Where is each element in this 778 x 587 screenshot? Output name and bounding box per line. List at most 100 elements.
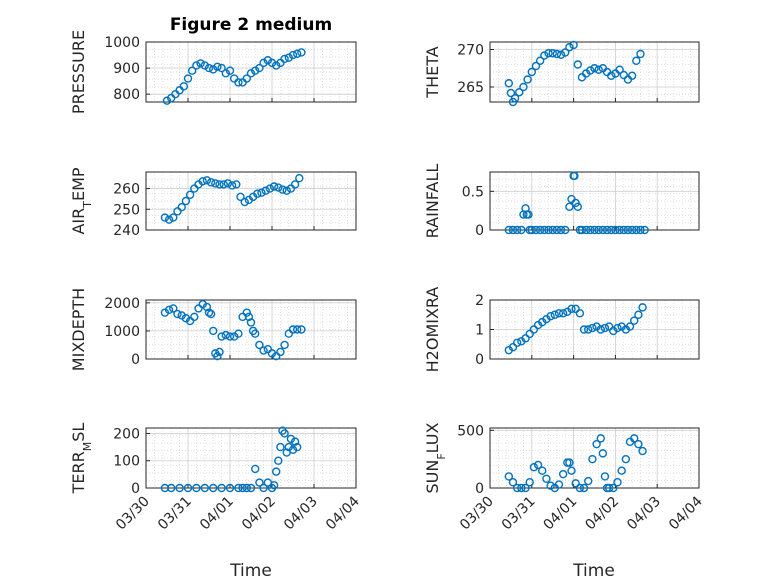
data-point	[527, 67, 536, 77]
data-point	[623, 225, 633, 235]
data-point	[546, 481, 555, 490]
data-point	[204, 63, 214, 73]
y-tick-label: 500	[457, 423, 484, 439]
data-point	[504, 79, 514, 88]
data-point	[512, 338, 522, 347]
data-point	[594, 65, 603, 74]
data-point	[556, 50, 566, 59]
data-point	[570, 171, 579, 181]
data-point	[632, 56, 641, 65]
data-point	[554, 480, 564, 489]
data-point	[255, 63, 264, 73]
data-point	[255, 478, 264, 487]
panel-rainfall: 0 0.5 RAINFALL	[423, 164, 700, 239]
data-point	[561, 225, 570, 235]
data-point	[550, 310, 559, 319]
y-axis-label: AIRTEMP	[69, 167, 94, 234]
data-point	[590, 64, 599, 73]
data-point	[561, 48, 570, 57]
data-point	[613, 323, 622, 333]
data-point	[525, 329, 534, 339]
data-point	[542, 474, 551, 483]
x-tick-label: 03/31	[499, 494, 539, 534]
data-point	[192, 61, 201, 70]
y-tick-label: 0	[131, 352, 140, 368]
data-point	[215, 180, 224, 189]
x-tick-label: 04/04	[323, 493, 363, 533]
data-point	[200, 61, 210, 70]
data-point	[519, 82, 528, 92]
axes-box	[145, 41, 357, 103]
data-point	[508, 225, 518, 235]
data-point	[238, 483, 247, 493]
data-point	[238, 312, 247, 322]
data-point	[636, 225, 645, 235]
data-point	[627, 71, 637, 80]
data-point	[544, 225, 553, 235]
y-tick-label: 240	[113, 223, 140, 239]
data-point	[571, 479, 580, 488]
data-point	[286, 184, 296, 193]
data-point	[194, 304, 203, 313]
data-point	[166, 483, 176, 493]
data-point	[196, 59, 205, 68]
data-point	[565, 202, 574, 212]
axes-box	[145, 171, 357, 231]
data-point	[529, 463, 539, 472]
data-point	[242, 308, 252, 317]
data-point	[604, 322, 614, 331]
data-point	[575, 483, 585, 493]
data-point	[540, 51, 549, 60]
data-point	[215, 347, 224, 357]
data-point	[607, 225, 616, 235]
y-axis-label: PRESSURE	[69, 30, 88, 114]
data-point	[640, 225, 649, 235]
y-axis-label: MIXDEPTH	[69, 288, 88, 371]
data-point	[611, 225, 620, 235]
y-tick-label: 2000	[104, 296, 140, 312]
data-point	[187, 66, 197, 75]
data-point	[625, 322, 635, 331]
panel-sun-flux: 0 500 03/30 03/31 04/01 04/02 04/03 04/04 SUNFLU…	[423, 422, 706, 533]
data-point	[630, 316, 639, 325]
data-point	[288, 445, 298, 455]
data-point	[535, 56, 545, 65]
data-point	[521, 334, 530, 343]
data-point	[567, 466, 576, 475]
data-point	[280, 429, 289, 438]
data-point	[515, 88, 524, 97]
data-point	[504, 472, 514, 481]
y-tick-label: 0	[131, 481, 140, 497]
y-tick-label: 1	[475, 323, 484, 339]
data-point	[290, 180, 300, 189]
data-point	[538, 466, 547, 475]
data-point	[236, 192, 245, 202]
data-point	[202, 176, 212, 185]
data-point	[261, 186, 270, 195]
data-point	[276, 442, 285, 452]
data-point	[293, 49, 302, 58]
x-tick-label: 04/01	[197, 494, 237, 534]
data-point	[169, 304, 178, 313]
data-point	[278, 185, 287, 194]
data-point	[621, 454, 631, 464]
data-point	[552, 49, 562, 59]
x-tick-label: 04/01	[541, 494, 581, 534]
data-point	[556, 225, 566, 235]
x-tick-label: 03/30	[457, 494, 497, 534]
axes-box	[489, 427, 700, 489]
data-point	[512, 483, 522, 493]
data-point	[250, 329, 260, 338]
data-point	[540, 225, 549, 235]
x-tick-label: 03/30	[113, 494, 153, 534]
y-tick-label: 200	[113, 426, 140, 442]
data-point	[276, 347, 285, 357]
data-point	[609, 483, 618, 493]
axes-box	[489, 41, 700, 103]
data-point	[600, 472, 610, 481]
data-point	[217, 483, 226, 493]
data-point	[213, 62, 222, 71]
data-point	[282, 186, 291, 195]
data-point	[604, 483, 614, 493]
